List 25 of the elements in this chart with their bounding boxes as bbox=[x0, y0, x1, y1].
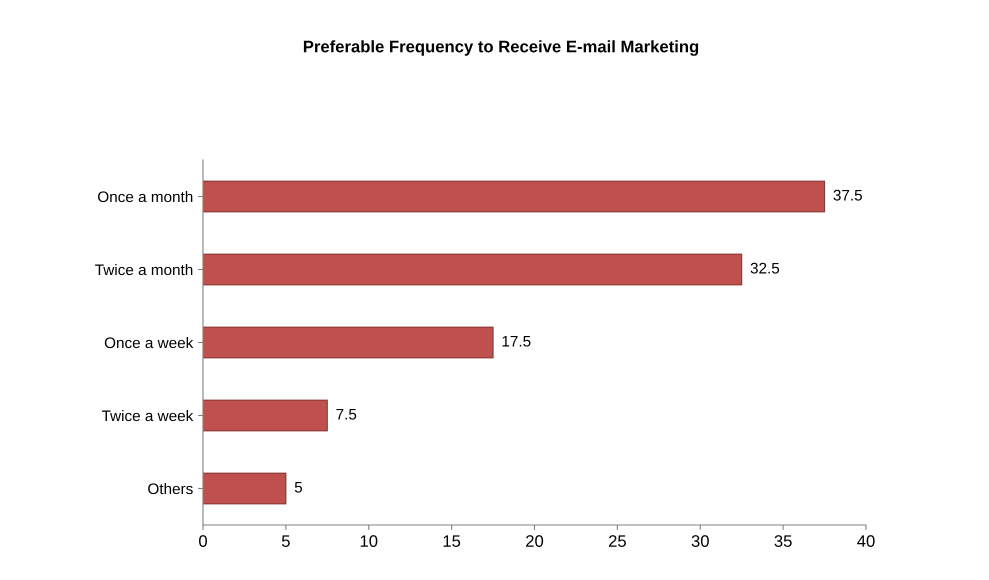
x-tick-label: 0 bbox=[199, 535, 207, 547]
bar bbox=[203, 400, 328, 432]
bar bbox=[203, 472, 286, 504]
x-tick-label: 40 bbox=[857, 535, 875, 547]
x-tick-label: 10 bbox=[360, 535, 378, 547]
data-label: 5 bbox=[294, 482, 302, 493]
x-tick-label: 15 bbox=[444, 535, 460, 547]
x-tick-label: 35 bbox=[774, 535, 792, 547]
x-tick-label: 30 bbox=[692, 535, 709, 547]
y-tick-label: Once a month bbox=[98, 190, 192, 202]
bar bbox=[203, 254, 742, 286]
bar bbox=[203, 180, 826, 212]
y-tick-label: Once a week bbox=[104, 336, 194, 348]
bar bbox=[203, 326, 494, 358]
chart-title: Preferable Frequency to Receive E-mail Marketing bbox=[304, 40, 698, 56]
data-label: 32.5 bbox=[750, 262, 780, 274]
x-tick-label: 25 bbox=[608, 535, 626, 547]
y-tick-label: Twice a month bbox=[95, 264, 192, 276]
data-label: 17.5 bbox=[502, 336, 530, 347]
y-tick-label: Twice a week bbox=[102, 410, 194, 422]
data-label: 7.5 bbox=[336, 408, 356, 420]
y-tick-label: Others bbox=[148, 482, 193, 494]
data-label: 37.5 bbox=[833, 190, 862, 201]
x-tick-label: 20 bbox=[526, 535, 544, 547]
x-tick-label: 5 bbox=[282, 535, 290, 547]
